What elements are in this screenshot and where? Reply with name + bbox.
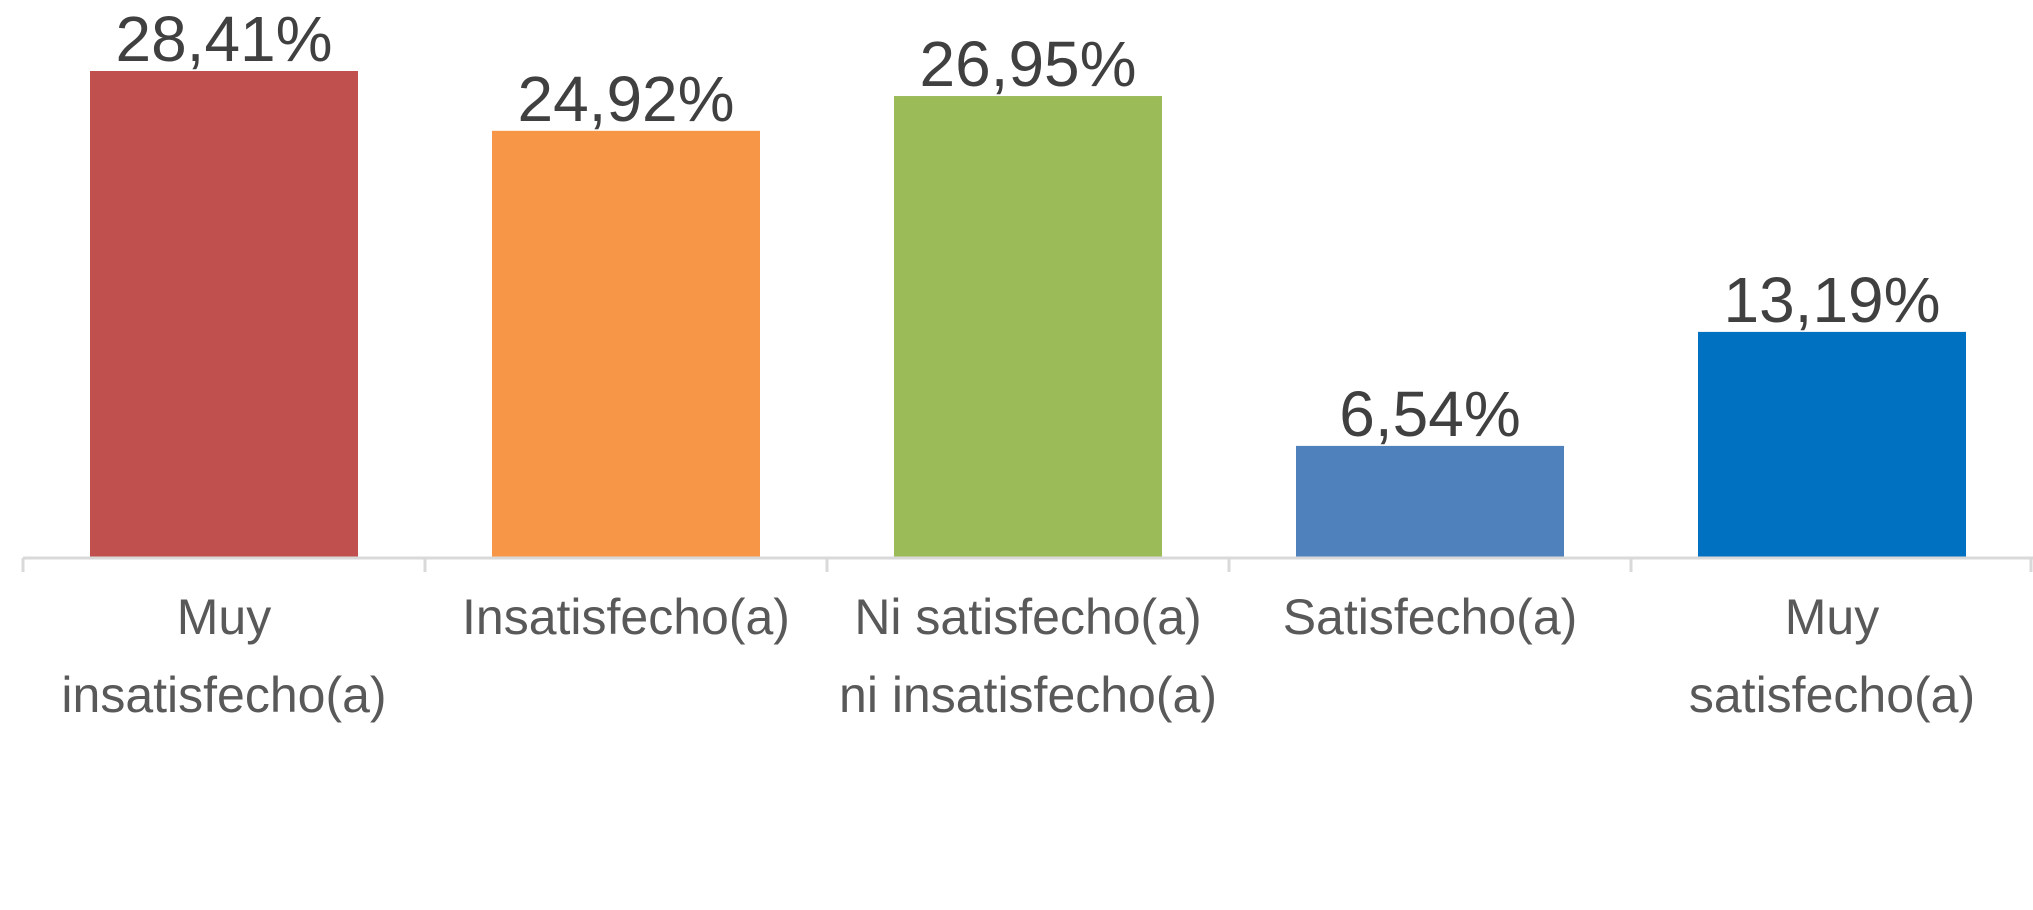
x-tick-label: Ni satisfecho(a) ni insatisfecho(a) xyxy=(839,589,1217,723)
x-tick-label: Muy satisfecho(a) xyxy=(1688,589,1976,723)
x-tick-label: Insatisfecho(a) xyxy=(462,589,790,645)
data-label: 13,19% xyxy=(1723,264,1940,336)
bar xyxy=(492,130,760,558)
data-label: 28,41% xyxy=(115,3,332,75)
bar xyxy=(90,71,358,558)
data-label: 24,92% xyxy=(517,63,734,135)
data-label: 6,54% xyxy=(1339,378,1520,450)
x-tick-label: Muy insatisfecho(a) xyxy=(61,589,387,723)
x-tick-label: Satisfecho(a) xyxy=(1282,589,1578,645)
bar xyxy=(894,96,1162,558)
data-label: 26,95% xyxy=(919,28,1136,100)
bar xyxy=(1296,445,1564,558)
bar xyxy=(1698,331,1966,558)
